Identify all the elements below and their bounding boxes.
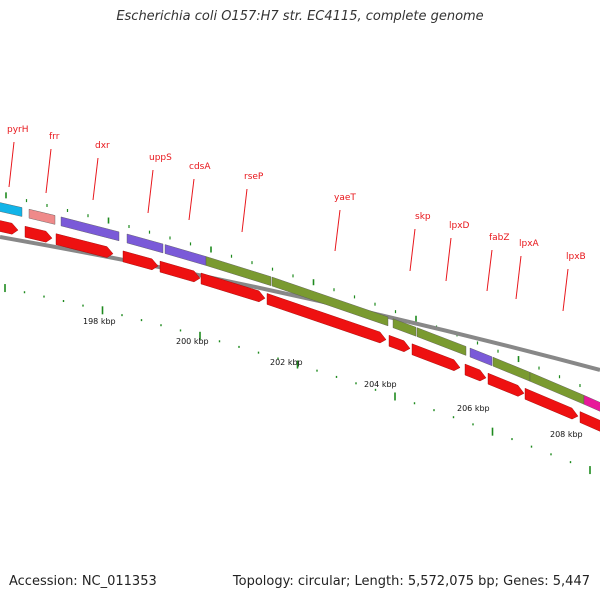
map-title: Escherichia coli O157:H7 str. EC4115, co… [116,9,484,24]
feature-band-layer [0,202,600,412]
gene-label-yaet: yaeT [334,193,356,203]
gene-label-skp: skp [415,212,431,222]
gene-leader-line [45,148,52,194]
skp-feature-band [392,318,417,337]
scale-label: 208 kbp [550,430,583,439]
gene-label-frr: frr [49,132,60,142]
scale-label: 198 kbp [83,317,116,326]
cds-arrow [0,220,19,235]
gene-label-fabz: fabZ [489,233,510,243]
cds-arrow [122,250,159,271]
upps-feature-band [126,233,164,254]
rsep-feature-band [205,256,272,286]
backbone-layer [0,235,600,372]
gene-leader-line [515,255,522,300]
cds-arrow [24,225,53,243]
gene-leader-line [8,141,15,188]
lpxd-feature-band [416,327,467,356]
accession-text: Accession: NC_011353 [9,574,157,589]
gene-label-lpxb: lpxB [566,252,586,262]
scale-label: 200 kbp [176,337,209,346]
cds-arrow [579,411,600,432]
gene-label-dxr: dxr [95,141,110,151]
scale-label-layer: 198 kbp 200 kbp 202 kbp 204 kbp 206 kbp 208 k… [83,317,583,439]
genome-backbone [0,235,600,372]
cds-arrow [266,293,387,344]
genome-summary-text: Topology: circular; Length: 5,572,075 bp… [232,574,590,589]
frr-feature-band [28,208,56,225]
cds-arrow [411,343,461,371]
gene-label-upps: uppS [149,153,172,163]
scale-ticks [4,192,591,475]
gene-label-pyrh: pyrH [7,125,29,135]
cds-arrow [200,272,266,303]
dxr-feature-band [60,216,120,242]
gene-label-lpxa: lpxA [519,239,540,249]
scale-label: 204 kbp [364,380,397,389]
cds-arrow [464,363,487,382]
gene-leader-line [445,237,452,282]
gene-label-layer: pyrH frr dxr uppS cdsA rseP yaeT skp lpxD fabZ lpx… [7,125,586,312]
fabz-feature-band [469,347,493,367]
gene-leader-line [241,188,248,233]
gene-leader-line [562,268,569,312]
gene-label-cdsa: cdsA [189,162,211,172]
cds-arrow-layer [0,220,600,432]
cds-arrow [487,372,525,397]
gene-label-rsep: rseP [244,172,264,182]
cdsa-feature-band [164,244,207,266]
gene-leader-line [409,228,416,272]
cds-arrow [388,334,411,352]
cds-arrow [159,260,201,283]
cds-arrow [55,233,114,258]
gene-leader-line [486,249,493,292]
scale-label: 202 kbp [270,358,303,367]
yaet-feature-band [271,276,389,327]
magenta-feature-band [583,394,600,412]
gene-label-lpxd: lpxD [449,221,470,231]
gene-leader-line [334,209,341,252]
gene-leader-line [147,169,154,214]
gene-leader-line [188,178,195,221]
gene-leader-line [92,157,99,201]
scale-label: 206 kbp [457,404,490,413]
cds-arrow [524,387,579,420]
cyan-feature-band [0,202,23,217]
